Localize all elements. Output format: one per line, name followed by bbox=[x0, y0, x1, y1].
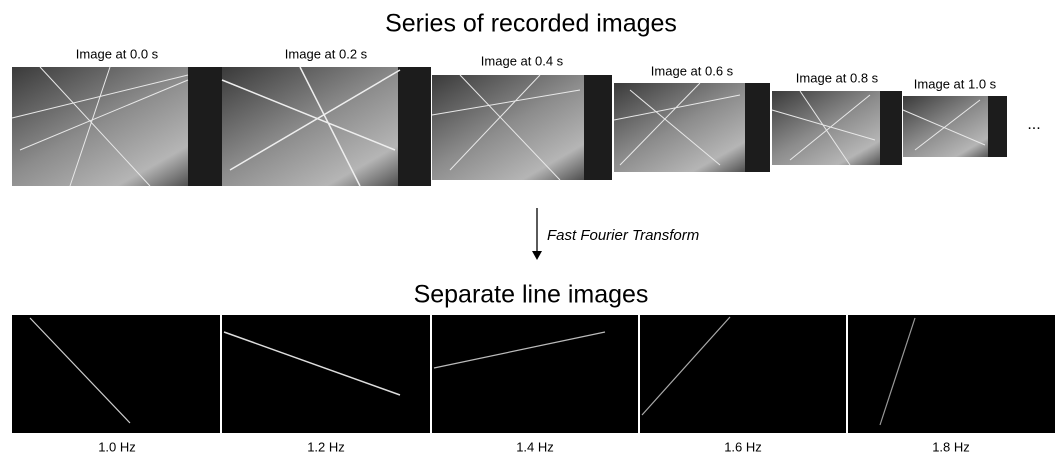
frequency-label: 1.6 Hz bbox=[724, 439, 762, 454]
line-images: 1.0 Hz 1.2 Hz 1.4 Hz 1.6 Hz 1.8 Hz bbox=[12, 315, 1055, 454]
image-series: Image at 0.0 s Image at 0.2 s Image at 0… bbox=[12, 46, 1041, 186]
image-label: Image at 1.0 s bbox=[914, 76, 997, 91]
image-label: Image at 0.6 s bbox=[651, 63, 734, 78]
frequency-label: 1.0 Hz bbox=[98, 439, 136, 454]
photo bbox=[432, 75, 612, 180]
ellipsis: ... bbox=[1027, 116, 1040, 133]
photo bbox=[12, 67, 222, 186]
figure: Series of recorded images bbox=[0, 0, 1062, 457]
frequency-label: 1.8 Hz bbox=[932, 439, 970, 454]
arrow-label: Fast Fourier Transform bbox=[547, 227, 699, 244]
bottom-title: Separate line images bbox=[414, 281, 649, 309]
frequency-label: 1.2 Hz bbox=[307, 439, 345, 454]
image-label: Image at 0.0 s bbox=[76, 46, 159, 61]
arrow: Fast Fourier Transform bbox=[532, 208, 699, 260]
image-label: Image at 0.4 s bbox=[481, 53, 564, 68]
photo bbox=[222, 67, 431, 186]
top-title: Series of recorded images bbox=[385, 10, 677, 38]
photo bbox=[772, 91, 902, 165]
image-label: Image at 0.8 s bbox=[796, 70, 879, 85]
frequency-label: 1.4 Hz bbox=[516, 439, 554, 454]
image-label: Image at 0.2 s bbox=[285, 46, 368, 61]
photo bbox=[614, 83, 770, 172]
photo bbox=[903, 96, 1007, 157]
